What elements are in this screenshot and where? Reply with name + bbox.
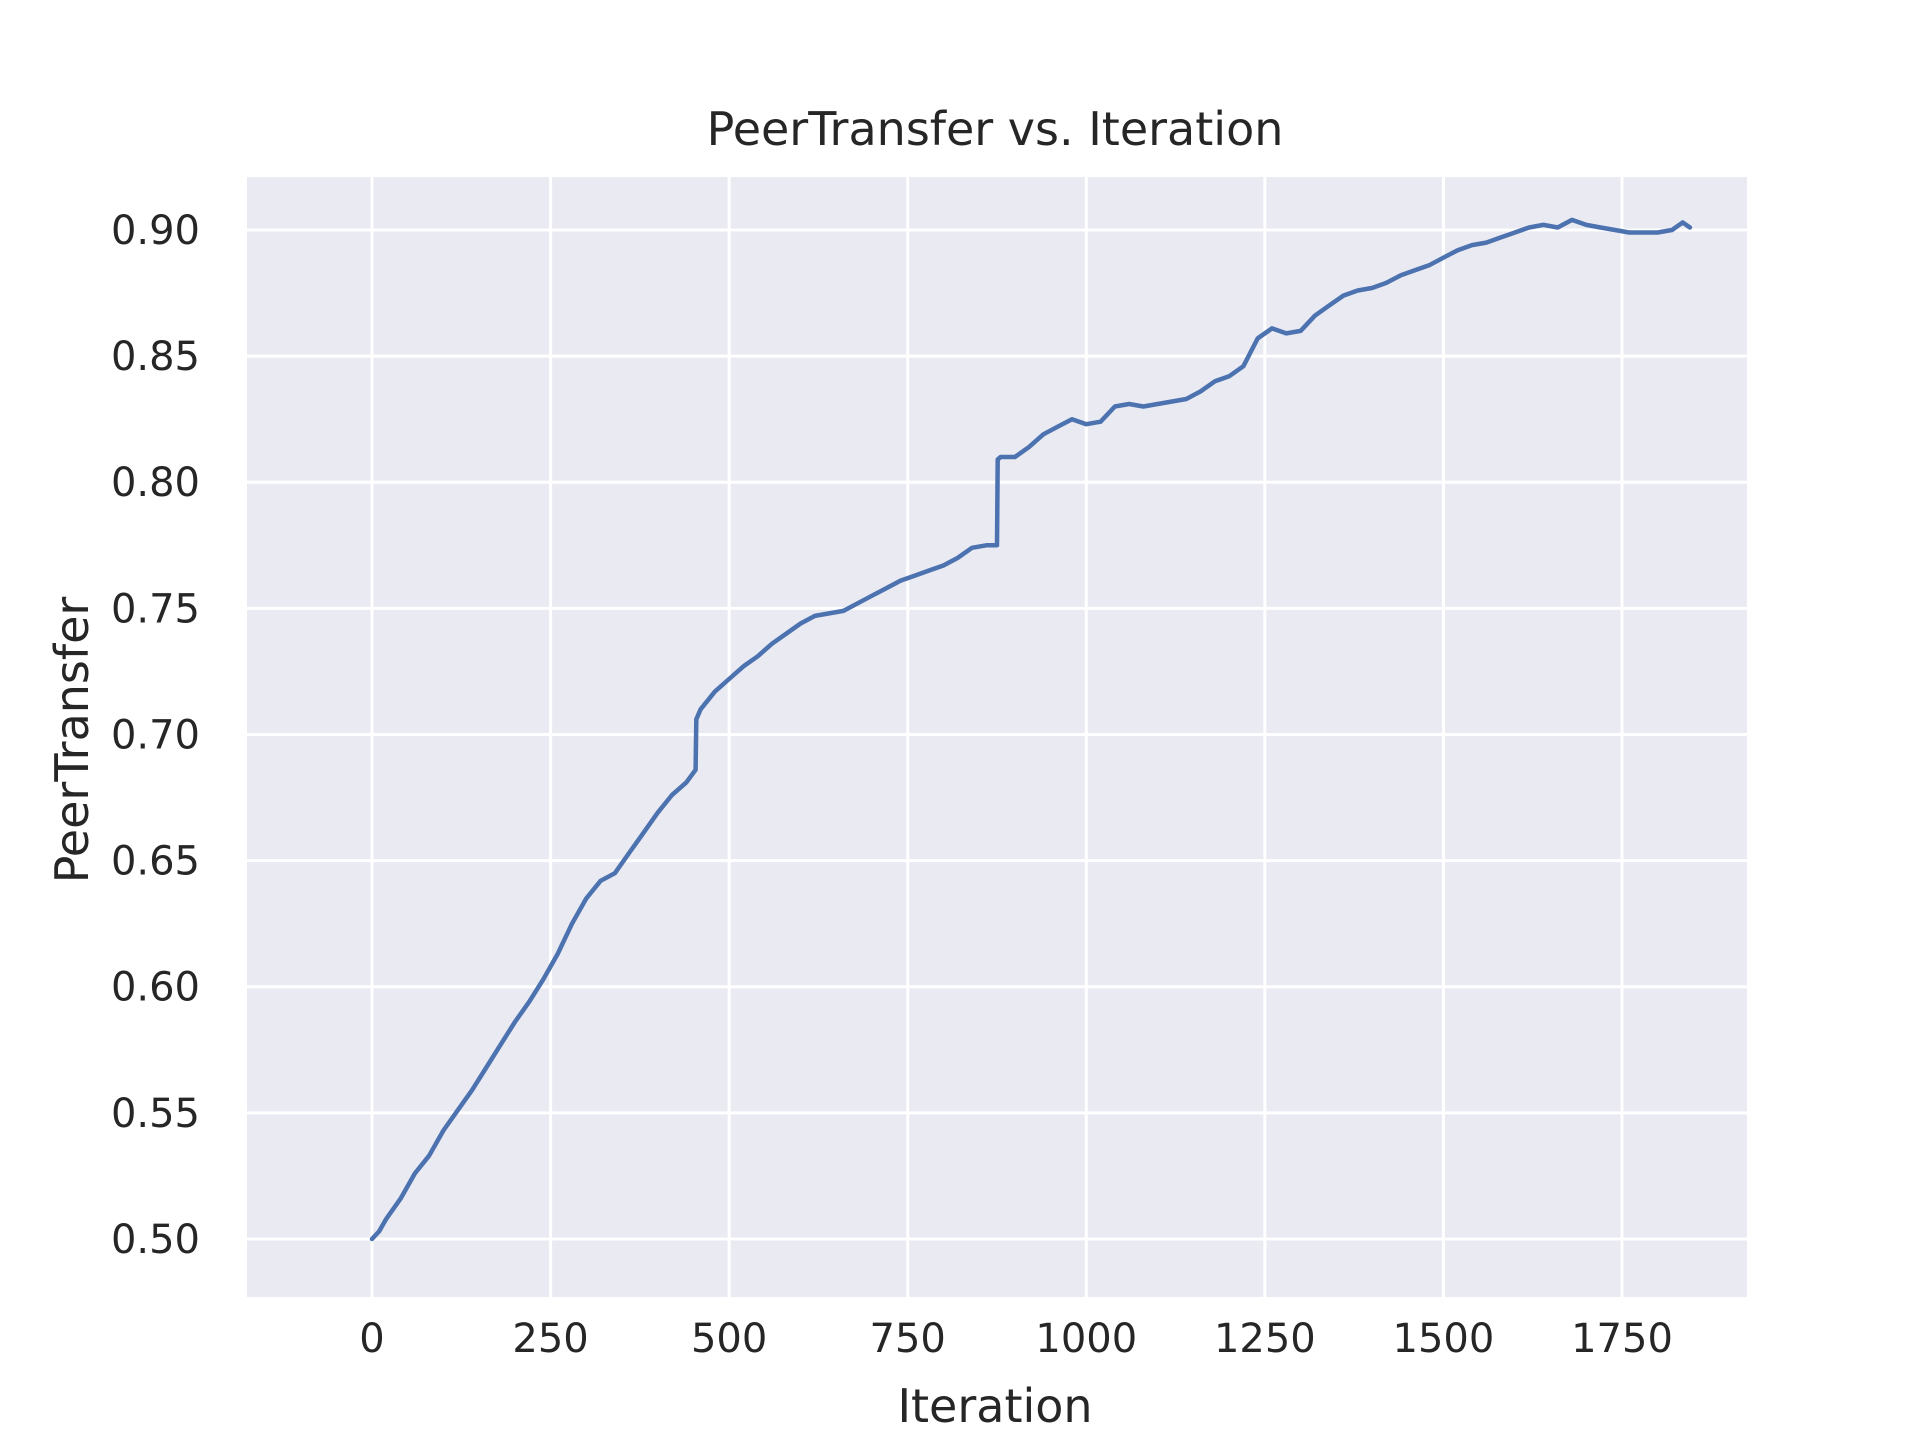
x-tick-label: 1750 (1571, 1316, 1673, 1362)
y-tick-label: 0.90 (111, 208, 200, 254)
y-tick-label: 0.65 (111, 839, 200, 885)
y-tick-label: 0.80 (111, 460, 200, 506)
y-tick-label: 0.55 (111, 1091, 200, 1137)
x-tick-label: 1500 (1393, 1316, 1495, 1362)
y-tick-label: 0.75 (111, 586, 200, 632)
x-tick-label: 1000 (1035, 1316, 1137, 1362)
y-tick-label: 0.60 (111, 965, 200, 1011)
y-tick-label: 0.70 (111, 712, 200, 758)
x-axis-label: Iteration (897, 1379, 1092, 1433)
series (369, 217, 1693, 1242)
chart-title: PeerTransfer vs. Iteration (707, 102, 1284, 156)
x-tick-label: 250 (512, 1316, 588, 1362)
plot-area (247, 177, 1747, 1297)
x-tick-label: 500 (691, 1316, 767, 1362)
y-axis-label: PeerTransfer (45, 597, 99, 884)
y-tick-label: 0.85 (111, 334, 200, 380)
x-tick-label: 1250 (1214, 1316, 1316, 1362)
x-tick-label: 0 (359, 1316, 384, 1362)
x-tick-label: 750 (870, 1316, 946, 1362)
tick-labels: 0 250 500 750 1000 1250 1500 1750 0.50 0.55 0.60 0.… (111, 208, 1673, 1362)
y-tick-label: 0.50 (111, 1217, 200, 1263)
series-line (369, 217, 1693, 1242)
